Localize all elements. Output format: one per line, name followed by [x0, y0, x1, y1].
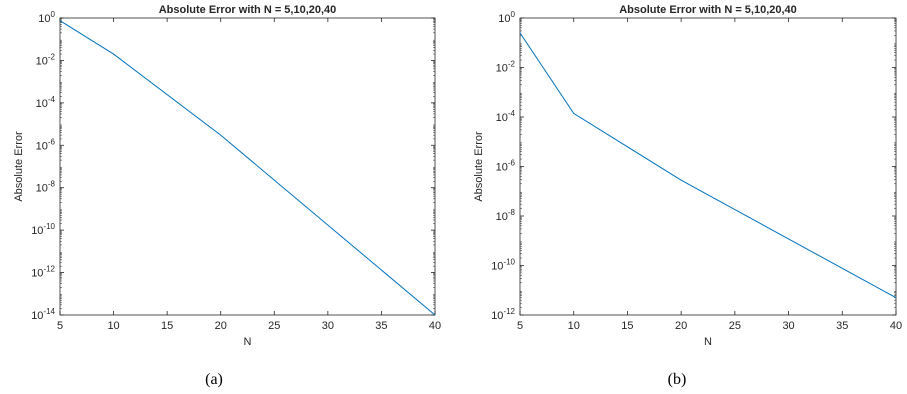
x-tick-label: 35 — [375, 320, 387, 332]
y-tick-label: 10-12 — [491, 307, 515, 322]
y-tick-label: 10-4 — [36, 95, 56, 110]
series-line — [59, 20, 436, 316]
y-tick-label: 10-6 — [496, 159, 516, 174]
y-tick-label: 10-10 — [491, 258, 515, 273]
x-tick-label: 40 — [890, 320, 902, 332]
plot-area-frame — [59, 17, 436, 316]
y-tick-label: 10-8 — [36, 180, 56, 195]
y-tick-label: 10-4 — [496, 109, 516, 124]
y-axis-label: Absolute Error — [473, 131, 485, 202]
chart-title: Absolute Error with N = 5,10,20,40 — [159, 4, 337, 16]
y-tick-label: 10-14 — [31, 307, 55, 322]
x-tick-label: 5 — [57, 320, 63, 332]
x-tick-label: 25 — [268, 320, 280, 332]
plot-area-frame — [519, 17, 897, 316]
x-tick-label: 10 — [107, 320, 119, 332]
panel-caption: (a) — [205, 371, 223, 388]
y-tick-label: 10-8 — [496, 208, 516, 223]
chart-panel-a: Absolute Error with N = 5,10,20,40 5 10 15 2… — [13, 4, 441, 388]
x-tick-label: 30 — [782, 320, 794, 332]
x-tick-label: 35 — [836, 320, 848, 332]
y-tick-label: 10-10 — [31, 222, 55, 237]
x-tick-label: 25 — [729, 320, 741, 332]
y-tick-label: 10-6 — [36, 137, 56, 152]
chart-title: Absolute Error with N = 5,10,20,40 — [619, 4, 797, 16]
y-axis-label: Absolute Error — [13, 131, 25, 202]
x-tick-label: 20 — [675, 320, 687, 332]
y-tick-label: 10-12 — [31, 265, 55, 280]
chart-panel-b: Absolute Error with N = 5,10,20,40 5 10 15 2… — [473, 4, 902, 388]
y-tick-label: 100 — [38, 10, 55, 25]
x-tick-label: 20 — [215, 320, 227, 332]
x-axis-label: N — [244, 336, 252, 348]
y-tick-label: 10-2 — [496, 60, 516, 75]
x-tick-label: 15 — [621, 320, 633, 332]
y-tick-label: 10-2 — [36, 52, 56, 67]
x-axis-label: N — [704, 336, 712, 348]
y-tick-label: 100 — [498, 10, 515, 25]
x-tick-label: 15 — [161, 320, 173, 332]
x-tick-label: 30 — [322, 320, 334, 332]
x-tick-label: 40 — [429, 320, 441, 332]
x-tick-label: 10 — [568, 320, 580, 332]
x-tick-label: 5 — [517, 320, 523, 332]
series-line — [519, 32, 897, 299]
panel-caption: (b) — [668, 371, 687, 388]
